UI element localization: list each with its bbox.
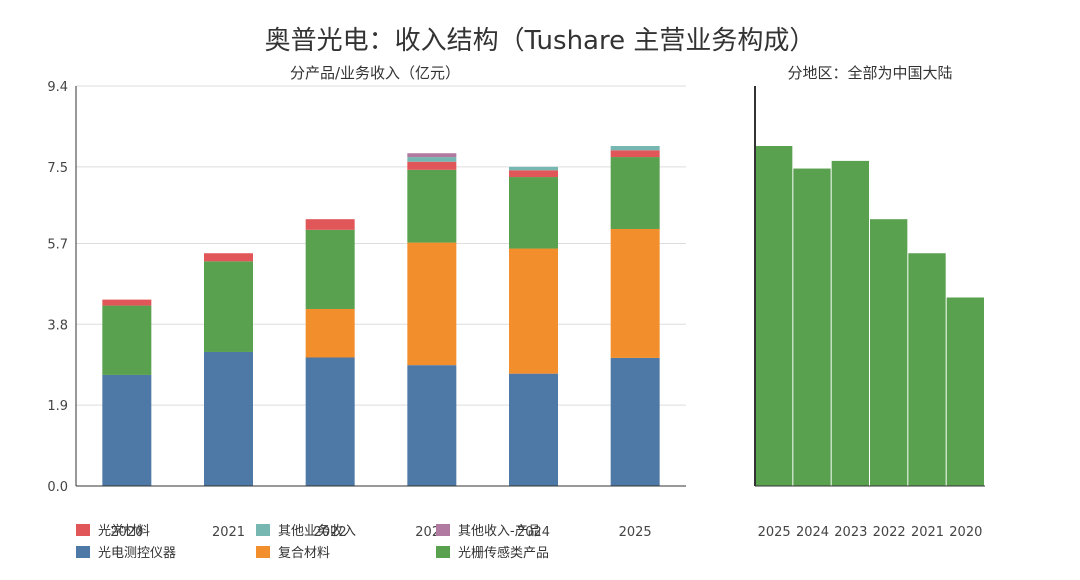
legend-label: 光学材料	[98, 523, 150, 539]
bar-segment	[102, 299, 152, 306]
left-y-tick-labels: 0.0 1.9 3.8 5.7 7.5 9.4	[47, 80, 68, 495]
bar-segment	[509, 170, 558, 178]
y-tick-label: 0.0	[47, 480, 68, 495]
bar-segment	[204, 253, 253, 262]
bar-segment	[407, 153, 457, 158]
legend-label: 光栅传感类产品	[458, 545, 549, 561]
bar-segment	[509, 166, 558, 171]
legend-item: 复合材料	[256, 546, 330, 561]
legend-label: 其他业务收入	[278, 523, 356, 539]
region-bar	[908, 253, 946, 486]
legend-label: 复合材料	[278, 546, 330, 561]
left-bars	[102, 146, 660, 486]
bar-segment	[407, 365, 457, 486]
legend-item: 光栅传感类产品	[436, 545, 549, 561]
chart-title: 奥普光电：收入结构（Tushare 主营业务构成）	[264, 26, 816, 56]
x-tick-label: 2020	[949, 525, 982, 540]
bar-segment	[509, 177, 558, 249]
legend-swatch	[256, 546, 270, 558]
bar-segment	[407, 169, 457, 243]
left-axes	[75, 86, 686, 487]
bar-segment	[509, 248, 558, 374]
legend-item: 其他业务收入	[256, 523, 356, 539]
x-tick-label: 2022	[314, 525, 347, 540]
right-x-tick-labels: 2025 2024 2023 2022 2021 2020	[758, 525, 983, 540]
left-gridlines	[76, 85, 686, 406]
x-tick-label: 2025	[758, 525, 791, 540]
right-axes	[754, 86, 985, 487]
bar-segment	[305, 219, 355, 230]
right-bars	[755, 146, 984, 487]
x-tick-label: 2025	[619, 525, 652, 540]
bar-segment	[102, 374, 152, 486]
region-bar	[946, 297, 984, 486]
bar-segment	[610, 157, 660, 229]
bar-segment	[407, 161, 457, 170]
bar-segment	[610, 150, 660, 158]
legend-swatch	[256, 524, 270, 536]
region-bar	[870, 219, 908, 487]
y-tick-label: 5.7	[47, 237, 68, 252]
legend-swatch	[76, 524, 90, 536]
bar-segment	[610, 357, 660, 486]
x-tick-label: 2024	[517, 525, 550, 540]
region-bar	[793, 168, 831, 486]
y-tick-label: 1.9	[47, 399, 68, 414]
right-chart-subtitle: 分地区：全部为中国大陆	[787, 64, 952, 82]
region-bar	[831, 160, 869, 486]
legend-swatch	[436, 546, 450, 558]
x-tick-label: 2021	[212, 525, 245, 540]
x-tick-label: 2024	[796, 525, 829, 540]
legend-swatch	[76, 546, 90, 558]
bar-segment	[407, 157, 457, 162]
x-tick-label: 2020	[110, 525, 143, 540]
bar-segment	[610, 228, 660, 358]
bar-segment	[305, 357, 355, 486]
bar-segment	[610, 146, 660, 151]
legend-label: 其他收入-产品	[458, 524, 541, 539]
left-chart-subtitle: 分产品/业务收入（亿元）	[290, 64, 460, 82]
y-tick-label: 3.8	[47, 318, 68, 333]
bar-segment	[305, 308, 355, 358]
bar-segment	[305, 229, 355, 309]
legend-item: 其他收入-产品	[436, 524, 541, 539]
bar-segment	[204, 351, 253, 486]
bar-segment	[204, 261, 253, 352]
x-tick-label: 2022	[873, 525, 906, 540]
legend-swatch	[436, 524, 450, 536]
legend-item: 光学材料	[76, 523, 150, 539]
bar-segment	[407, 242, 457, 366]
x-tick-label: 2023	[834, 525, 867, 540]
legend-label: 光电测控仪器	[98, 546, 176, 561]
left-x-tick-labels: 2020 2021 2022 2023 2024 2025	[110, 525, 651, 540]
y-tick-label: 7.5	[47, 161, 68, 176]
y-tick-label: 9.4	[47, 80, 68, 95]
legend-item: 光电测控仪器	[76, 546, 176, 561]
bar-segment	[102, 305, 152, 375]
bar-segment	[509, 373, 558, 486]
region-bar	[755, 146, 793, 486]
x-tick-label: 2021	[911, 525, 944, 540]
